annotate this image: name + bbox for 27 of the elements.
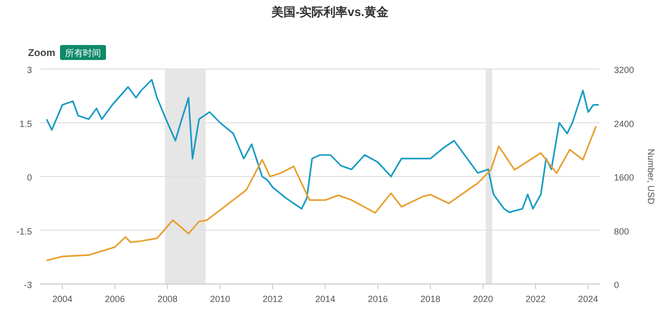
- x-tick-label: 2018: [420, 294, 440, 304]
- y2-tick-label: 1600: [614, 172, 634, 182]
- y-tick-label: -3: [24, 280, 32, 290]
- y-tick-label: -1.5: [16, 226, 32, 236]
- y2-axis-title: Number, USD: [646, 148, 656, 205]
- y-tick-label: 0: [26, 172, 32, 182]
- x-tick-label: 2010: [210, 294, 230, 304]
- line-series: [46, 125, 597, 262]
- text: Zoom: [28, 48, 56, 59]
- y2-tick-label: 3200: [614, 65, 634, 75]
- x-tick-label: 2006: [104, 294, 125, 304]
- y2-tick-label: 0: [614, 280, 620, 290]
- x-tick-label: 2022: [526, 294, 546, 304]
- chart-title: 美国-实际利率vs.黄金: [270, 5, 390, 19]
- x-tick-label: 2008: [157, 294, 178, 304]
- line-series: [46, 78, 600, 214]
- x-tick-label: 2020: [472, 294, 494, 304]
- y-tick-label: 3: [26, 65, 32, 75]
- text: 所有时间: [65, 48, 101, 58]
- x-tick-label: 2016: [368, 294, 388, 304]
- x-tick-label: 2012: [262, 294, 283, 304]
- y2-tick-label: 800: [614, 226, 630, 236]
- y2-tick-label: 2400: [614, 118, 634, 129]
- x-tick-label: 2024: [578, 294, 598, 304]
- x-tick-label: 2004: [52, 294, 72, 304]
- x-tick-label: 2014: [315, 294, 336, 304]
- y-tick-label: 1.5: [19, 118, 32, 129]
